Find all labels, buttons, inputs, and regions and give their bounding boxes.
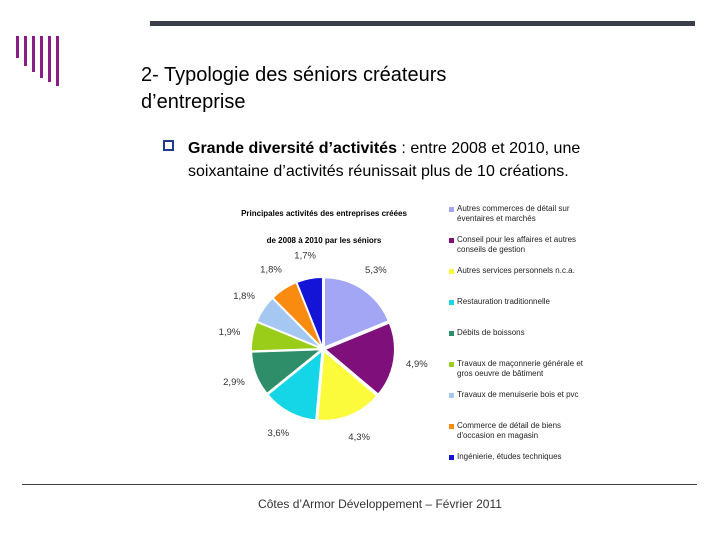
pie-slice bbox=[272, 282, 323, 348]
legend-item: Autres commerces de détail sur éventaires… bbox=[449, 204, 624, 224]
pie-slice-label: 5,3% bbox=[365, 265, 387, 276]
pie-slice bbox=[317, 350, 378, 421]
chart-title-line2: de 2008 à 2010 par les séniors bbox=[266, 236, 382, 245]
bullet-bold-text: Grande diversité d’activités bbox=[188, 140, 397, 157]
bullet-point: Grande diversité d’activités : entre 200… bbox=[163, 137, 668, 183]
legend-label: Autres commerces de détail sur éventaires… bbox=[457, 204, 570, 224]
legend-label-line: Conseil pour les affaires et autres bbox=[457, 235, 577, 244]
top-rule bbox=[150, 21, 695, 26]
legend-label: Débits de boissons bbox=[457, 328, 525, 338]
pie-slice-label: 1,9% bbox=[219, 327, 241, 338]
legend-label-line: Autres commerces de détail sur bbox=[457, 204, 570, 213]
legend-swatch bbox=[449, 393, 454, 398]
pie-slice-label: 1,8% bbox=[233, 291, 255, 302]
legend-label: Autres services personnels n.c.a. bbox=[457, 266, 575, 276]
legend-item: Débits de boissons bbox=[449, 328, 624, 338]
legend-label-line: Travaux de menuiserie bois et pvc bbox=[457, 390, 579, 399]
legend-swatch bbox=[449, 207, 454, 212]
pie-slice-label: 1,7% bbox=[294, 251, 316, 262]
slide-title: 2- Typologie des séniors créateurs d’ent… bbox=[141, 62, 681, 116]
bottom-rule bbox=[22, 484, 697, 485]
checkbox-bullet-icon bbox=[163, 140, 174, 151]
legend-label-line: Ingénierie, études techniques bbox=[457, 452, 562, 461]
pie-slice bbox=[324, 322, 395, 395]
legend-item: Commerce de détail de biens d'occasion en… bbox=[449, 421, 624, 441]
bullet-line2: soixantaine d’activités réunissait plus … bbox=[188, 163, 569, 180]
legend-label: Commerce de détail de biens d'occasion en… bbox=[457, 421, 561, 441]
pie-slice bbox=[323, 277, 389, 348]
legend-label: Travaux de menuiserie bois et pvc bbox=[457, 390, 579, 400]
pie-slice bbox=[251, 321, 321, 352]
bullet-rest-text: : entre 2008 et 2010, une bbox=[396, 140, 581, 157]
pie-slice-label: 1,8% bbox=[260, 264, 282, 275]
legend-label: Ingénierie, études techniques bbox=[457, 452, 562, 462]
pie-slice-label: 3,6% bbox=[267, 428, 289, 439]
legend-label-line: Restauration traditionnelle bbox=[457, 297, 550, 306]
legend-swatch bbox=[449, 269, 454, 274]
pie-slice-label: 4,9% bbox=[406, 359, 428, 370]
decorative-side-bars bbox=[16, 36, 59, 86]
pie-slice-label: 2,9% bbox=[223, 377, 245, 388]
legend-item: Travaux de menuiserie bois et pvc bbox=[449, 390, 624, 400]
legend-item: Ingénierie, études techniques bbox=[449, 452, 624, 462]
legend-label-line: Travaux de maçonnerie générale et bbox=[457, 359, 583, 368]
pie-slice bbox=[296, 277, 324, 347]
pie-slice bbox=[256, 297, 322, 349]
slide-title-line1: 2- Typologie des séniors créateurs bbox=[141, 64, 447, 86]
legend-item: Travaux de maçonnerie générale et gros oe… bbox=[449, 359, 624, 379]
footer-text: Côtes d’Armor Développement – Février 20… bbox=[258, 497, 502, 511]
pie-chart: 5,3% 4,9% 4,3% 3,6% 2,9% 1,9% 1,8% 1,8% 1,7% bbox=[219, 251, 429, 443]
legend-label-line: Autres services personnels n.c.a. bbox=[457, 266, 575, 275]
legend-label-line: Débits de boissons bbox=[457, 328, 525, 337]
legend-label-line: d'occasion en magasin bbox=[457, 431, 539, 440]
bullet-line1: Grande diversité d’activités : entre 200… bbox=[163, 137, 668, 160]
legend-label-line: Commerce de détail de biens bbox=[457, 421, 562, 430]
legend-label: Travaux de maçonnerie générale et gros oe… bbox=[457, 359, 583, 379]
legend-swatch bbox=[449, 455, 454, 460]
legend-label: Conseil pour les affaires et autres conse… bbox=[457, 235, 576, 255]
legend-item: Restauration traditionnelle bbox=[449, 297, 624, 307]
legend-label-line: gros oeuvre de bâtiment bbox=[457, 369, 544, 378]
pie-slice-label: 4,3% bbox=[348, 432, 370, 443]
slide-title-line2: d’entreprise bbox=[141, 91, 246, 113]
legend-label: Restauration traditionnelle bbox=[457, 297, 550, 307]
pie-slice bbox=[251, 349, 323, 394]
legend-label-line: conseils de gestion bbox=[457, 245, 526, 254]
legend-swatch bbox=[449, 238, 454, 243]
pie-slice bbox=[267, 350, 323, 421]
legend-swatch bbox=[449, 331, 454, 336]
legend-item: Conseil pour les affaires et autres conse… bbox=[449, 235, 624, 255]
legend-item: Autres services personnels n.c.a. bbox=[449, 266, 624, 276]
chart-title-line1: Principales activités des entreprises cr… bbox=[241, 209, 407, 218]
legend-label-line: éventaires et marchés bbox=[457, 214, 536, 223]
legend-swatch bbox=[449, 300, 454, 305]
legend-swatch bbox=[449, 424, 454, 429]
legend-swatch bbox=[449, 362, 454, 367]
